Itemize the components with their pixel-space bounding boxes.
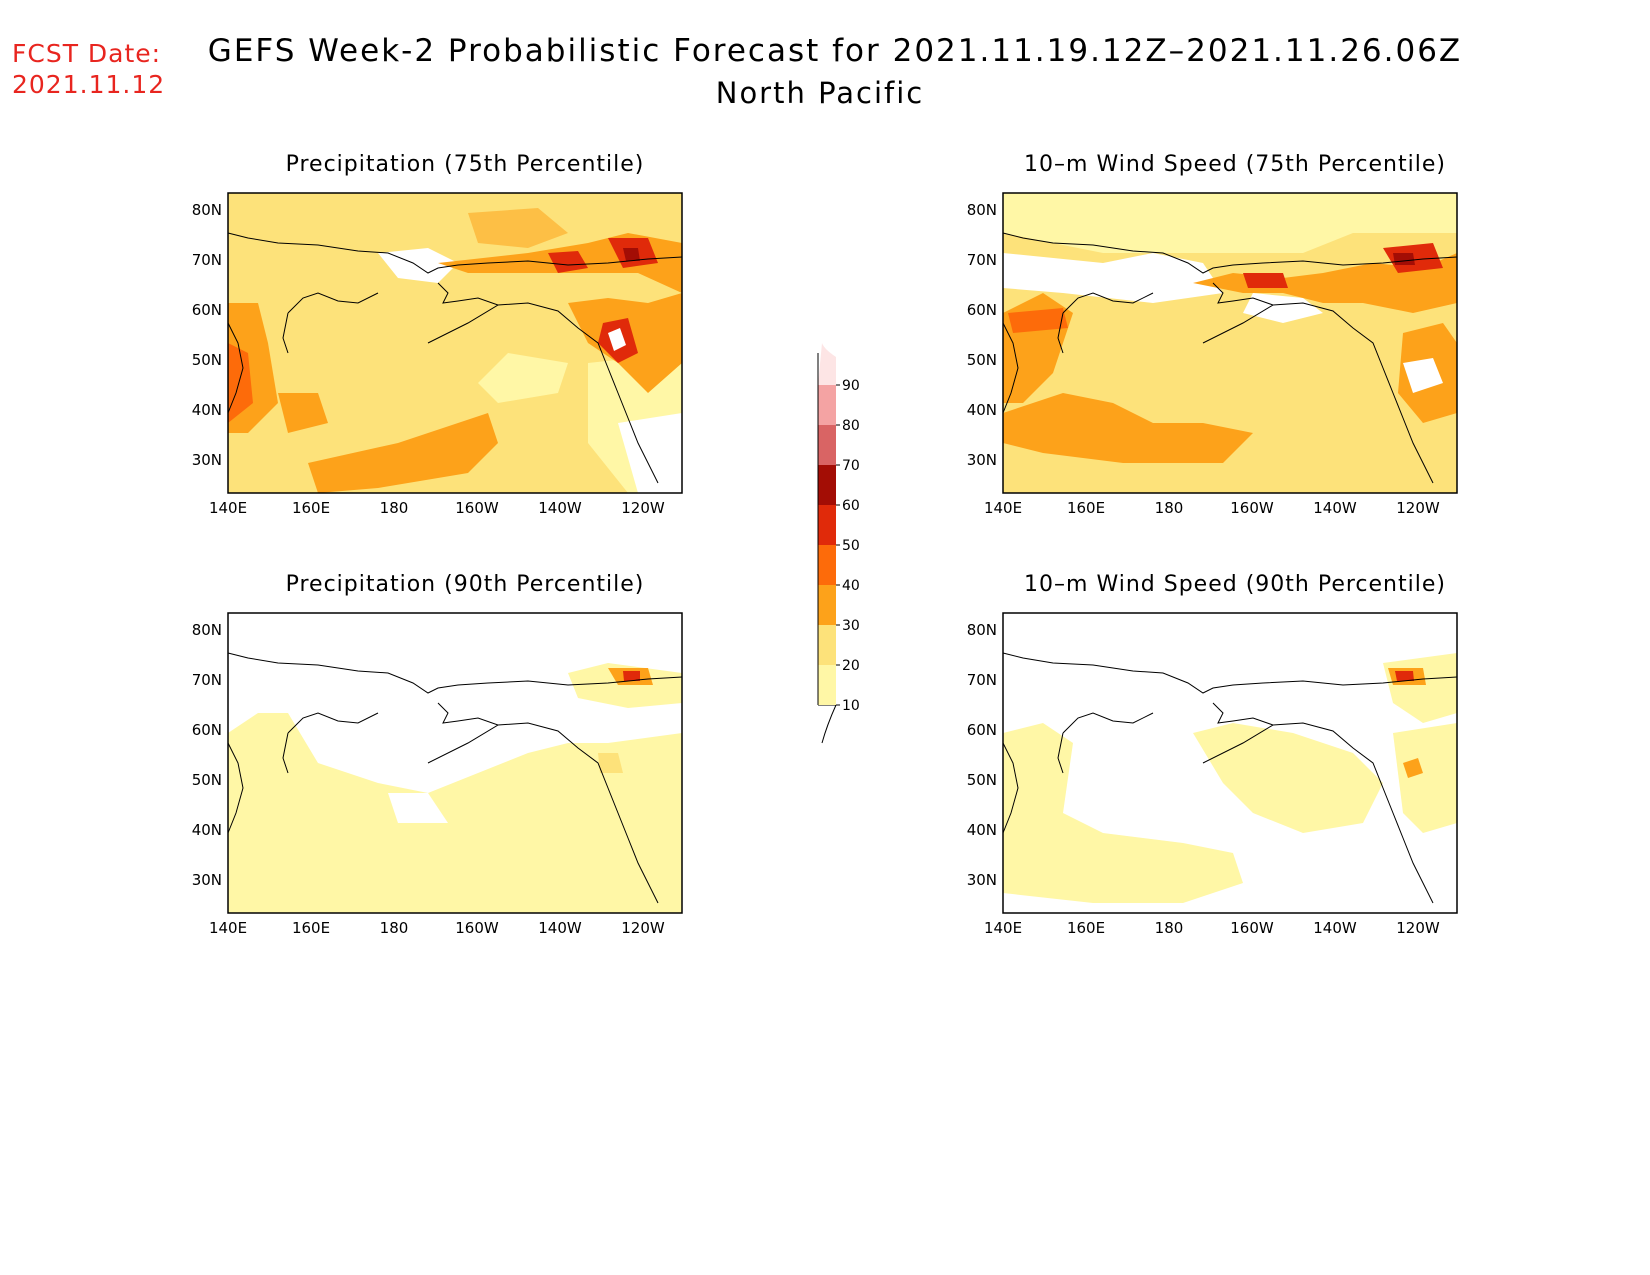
lat-label: 60N [192, 301, 222, 319]
lon-label: 140E [984, 919, 1022, 937]
lon-label: 180 [1155, 919, 1184, 937]
lon-label: 180 [1155, 499, 1184, 517]
lat-label: 70N [967, 671, 997, 689]
lat-label: 50N [192, 771, 222, 789]
panel-title-precip-90: Precipitation (90th Percentile) [285, 572, 645, 597]
lat-label: 60N [192, 721, 222, 739]
panel-title-wind-90: 10–m Wind Speed (90th Percentile) [1024, 572, 1446, 597]
colorbar-swatch [818, 425, 836, 465]
colorbar-swatch [818, 625, 836, 665]
lat-label: 40N [192, 821, 222, 839]
lat-label: 50N [192, 351, 222, 369]
lat-label: 80N [192, 621, 222, 639]
colorbar-legend: 10 20 30 40 50 60 70 80 90 [817, 343, 860, 744]
colorbar-tick-label: 70 [842, 458, 860, 474]
lon-label: 140W [538, 499, 582, 517]
lat-label: 70N [192, 671, 222, 689]
lon-label: 180 [380, 919, 409, 937]
lon-label: 160E [292, 499, 330, 517]
lon-label: 140E [984, 499, 1022, 517]
lat-label: 30N [967, 451, 997, 469]
lat-label: 50N [967, 771, 997, 789]
page-subtitle: North Pacific [715, 76, 925, 110]
lon-label: 120W [621, 919, 665, 937]
lon-label: 120W [1396, 919, 1440, 937]
colorbar-swatch [818, 585, 836, 625]
colorbar-tick-label: 50 [842, 538, 860, 554]
lat-label: 50N [967, 351, 997, 369]
lat-label: 40N [967, 821, 997, 839]
colorbar-swatch [818, 343, 836, 385]
colorbar-swatch [818, 545, 836, 585]
colorbar-tick-label: 40 [842, 578, 860, 594]
colorbar-swatch [818, 665, 836, 705]
colorbar-tick-label: 60 [842, 498, 860, 514]
lon-label: 160E [1067, 919, 1105, 937]
lat-label: 60N [967, 721, 997, 739]
lon-label: 160W [455, 499, 499, 517]
lat-label: 30N [967, 871, 997, 889]
lat-label: 80N [192, 201, 222, 219]
map-precip-90: 80N 70N 60N 50N 40N 30N 140E 160E 180 16… [192, 612, 683, 937]
lat-label: 60N [967, 301, 997, 319]
fcst-date: 2021.11.12 [12, 70, 166, 99]
lat-label: 80N [967, 201, 997, 219]
colorbar-tick-label: 20 [842, 658, 860, 674]
colorbar-swatch [818, 465, 836, 505]
colorbar-tail-low [818, 704, 837, 744]
lon-label: 140E [209, 919, 247, 937]
lon-label: 160W [455, 919, 499, 937]
page-title: GEFS Week-2 Probabilistic Forecast for 2… [207, 33, 1463, 69]
lon-label: 140E [209, 499, 247, 517]
lat-label: 70N [967, 251, 997, 269]
map-wind-90: 80N 70N 60N 50N 40N 30N 140E 160E 180 16… [967, 612, 1458, 937]
colorbar-swatch [818, 505, 836, 545]
lat-label: 30N [192, 451, 222, 469]
lon-label: 180 [380, 499, 409, 517]
lat-label: 70N [192, 251, 222, 269]
lon-label: 160W [1230, 499, 1274, 517]
panel-title-wind-75: 10–m Wind Speed (75th Percentile) [1024, 152, 1446, 177]
lat-label: 80N [967, 621, 997, 639]
lon-label: 140W [538, 919, 582, 937]
map-precip-75: 80N 70N 60N 50N 40N 30N 140E 160E 180 16… [192, 192, 683, 517]
lon-label: 160W [1230, 919, 1274, 937]
lon-label: 140W [1313, 499, 1357, 517]
lon-label: 160E [292, 919, 330, 937]
colorbar-tick-label: 80 [842, 418, 860, 434]
lon-label: 120W [1396, 499, 1440, 517]
fcst-label: FCST Date: [12, 39, 162, 68]
lat-label: 30N [192, 871, 222, 889]
lat-label: 40N [192, 401, 222, 419]
map-wind-75: 80N 70N 60N 50N 40N 30N 140E 160E 180 16… [967, 192, 1458, 517]
lon-label: 140W [1313, 919, 1357, 937]
lon-label: 160E [1067, 499, 1105, 517]
colorbar-swatch [818, 385, 836, 425]
lat-label: 40N [967, 401, 997, 419]
forecast-date-label: FCST Date: 2021.11.12 [12, 38, 165, 100]
colorbar-tick-label: 30 [842, 618, 860, 634]
colorbar-tick-label: 10 [842, 698, 860, 714]
lon-label: 120W [621, 499, 665, 517]
colorbar-tick-label: 90 [842, 378, 860, 394]
panel-title-precip-75: Precipitation (75th Percentile) [285, 152, 645, 177]
